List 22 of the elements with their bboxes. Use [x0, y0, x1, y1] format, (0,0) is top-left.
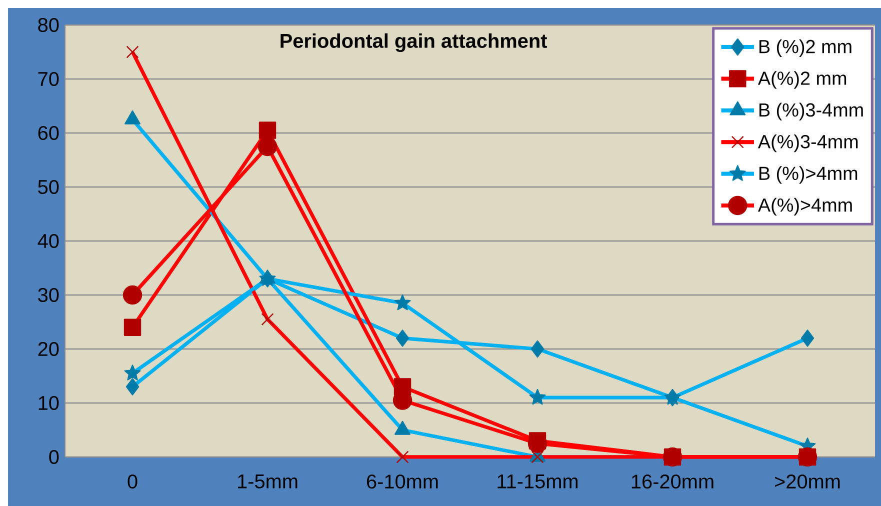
y-tick-label: 60 — [38, 126, 59, 140]
y-tick-label: 10 — [38, 396, 59, 410]
y-tick-label: 50 — [38, 180, 59, 194]
chart-title: Periodontal gain attachment — [280, 33, 548, 52]
x-tick-label: >20mm — [774, 474, 840, 489]
legend-label: B (%)3-4mm — [759, 102, 863, 120]
y-tick-label: 30 — [38, 288, 59, 302]
legend-label: B (%)2 mm — [759, 39, 852, 58]
x-tick-label: 11-15mm — [498, 474, 578, 488]
legend-label: A(%)2 mm — [758, 71, 846, 89]
legend-label: B (%)>4mm — [759, 166, 858, 184]
y-tick-label: 40 — [38, 234, 59, 248]
legend-label: A(%)3-4mm — [758, 134, 858, 152]
x-tick-label: 16-20mm — [632, 474, 714, 489]
x-tick-label: 0 — [128, 474, 138, 489]
y-tick-label: 20 — [38, 342, 59, 356]
x-tick-label: 6-10mm — [366, 474, 438, 489]
legend-label: A(%)>4mm — [758, 198, 852, 216]
y-tick-label: 80 — [38, 18, 59, 32]
y-tick-label: 70 — [38, 72, 59, 86]
y-tick-label: 0 — [49, 450, 59, 464]
x-tick-label: 1-5mm — [238, 474, 298, 488]
